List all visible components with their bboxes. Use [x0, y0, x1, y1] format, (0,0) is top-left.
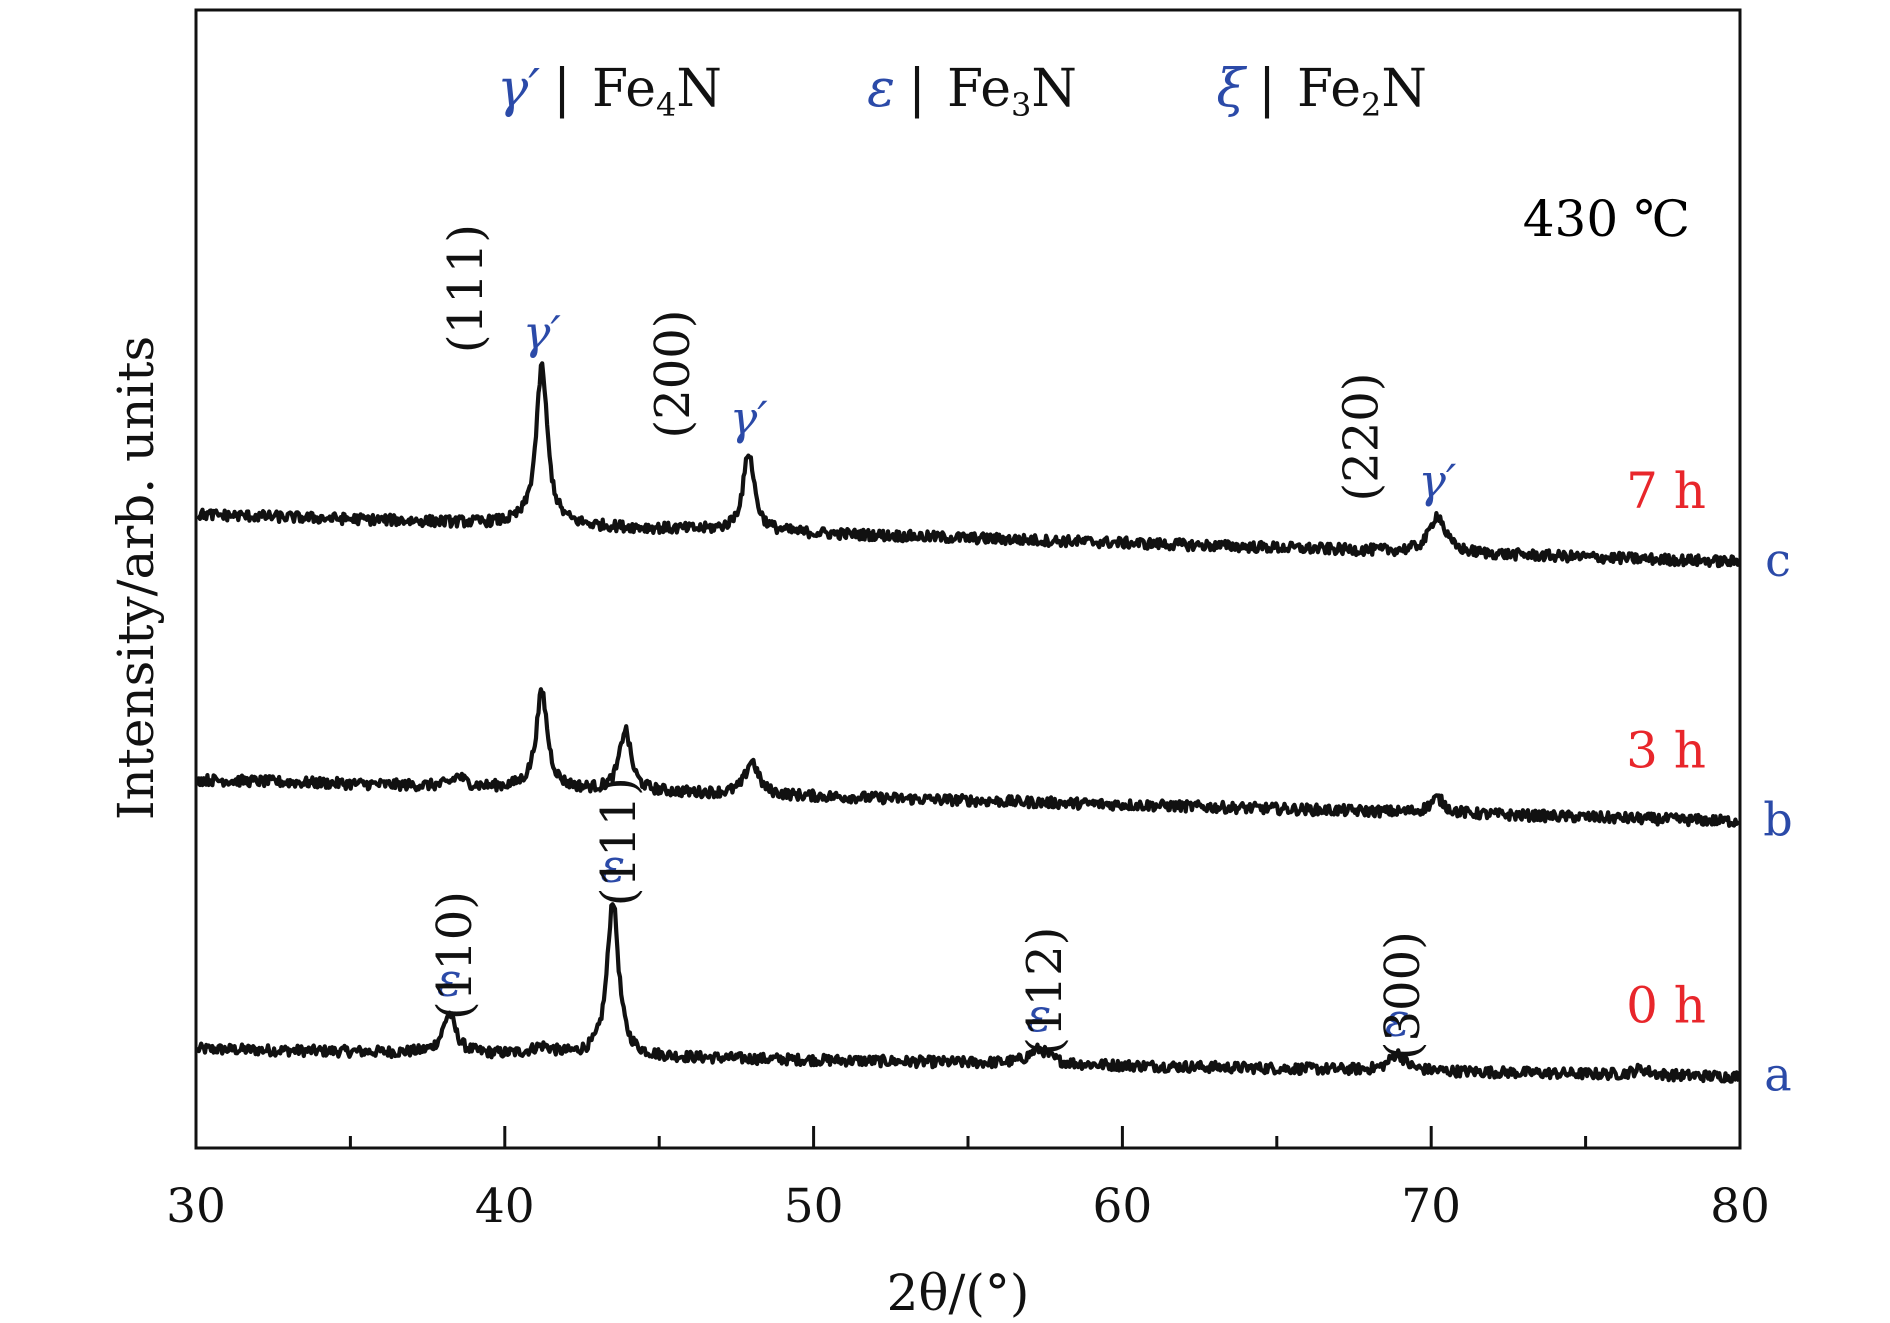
phase-mark: ε	[1385, 993, 1410, 1047]
curve-id-b: b	[1763, 792, 1792, 846]
legend-separator: |	[1258, 59, 1276, 119]
peak-annotations: γ′(111)γ′(200)γ′(220)ε(110)ε(111)ε(112) ε…	[427, 224, 1457, 1060]
series-b-curve	[195, 687, 1741, 828]
time-label-a: 0 h	[1626, 977, 1706, 1035]
curves-layer	[195, 361, 1742, 1084]
legend-formula: Fe3N	[947, 59, 1077, 124]
phase-mark: γ′	[523, 306, 561, 360]
phase-mark: γ′	[730, 391, 768, 445]
time-label-b: 3 h	[1626, 721, 1706, 779]
legend-item: ξ | Fe2N	[1216, 59, 1427, 124]
x-tick-label: 80	[1710, 1179, 1770, 1234]
x-tick-label: 70	[1401, 1179, 1461, 1234]
y-axis-label: Intensity/arb. units	[107, 336, 165, 820]
temperature-label: 430 ℃	[1523, 190, 1690, 248]
hkl-label: (112)	[1017, 927, 1073, 1056]
hkl-label: (110)	[427, 891, 483, 1020]
time-label-c: 7 h	[1626, 462, 1706, 520]
legend-symbol: γ′	[497, 59, 540, 119]
phase-mark: ε	[437, 953, 462, 1007]
legend-item: ε | Fe3N	[867, 59, 1077, 124]
series-c-curve	[196, 361, 1742, 569]
curve-id-c: c	[1765, 533, 1791, 587]
hkl-label: (111)	[438, 224, 494, 353]
legend-symbol: ε	[867, 59, 895, 119]
phase-mark: γ′	[1418, 454, 1456, 508]
hkl-label: (111)	[591, 777, 647, 906]
legend-formula: Fe2N	[1297, 59, 1427, 124]
legend-item: γ′ | Fe4N	[497, 59, 722, 124]
x-tick-label: 30	[166, 1179, 226, 1234]
x-axis-label: 2θ/(°)	[887, 1264, 1030, 1322]
x-axis-tick-labels: 30 40 50 60 70 80	[166, 1179, 1770, 1234]
legend-symbol: ξ	[1216, 59, 1247, 119]
hkl-label: (220)	[1333, 372, 1389, 501]
series-labels: 0 h a 3 h b 7 h c	[1626, 462, 1793, 1102]
x-tick-label: 50	[784, 1179, 844, 1234]
phase-legend: γ′ | Fe4N ε | Fe3N ξ | Fe2N	[497, 59, 1427, 124]
hkl-label: (300)	[1375, 931, 1431, 1060]
hkl-label: (200)	[645, 309, 701, 438]
x-axis-ticks	[348, 1126, 1588, 1148]
legend-separator: |	[553, 59, 571, 119]
legend-separator: |	[908, 59, 926, 119]
legend-formula: Fe4N	[592, 59, 722, 124]
series-a-curve	[195, 902, 1742, 1084]
phase-mark: ε	[1027, 988, 1052, 1042]
x-tick-label: 40	[475, 1179, 535, 1234]
x-tick-label: 60	[1092, 1179, 1152, 1234]
phase-mark: ε	[601, 839, 626, 893]
curve-id-a: a	[1764, 1048, 1791, 1102]
